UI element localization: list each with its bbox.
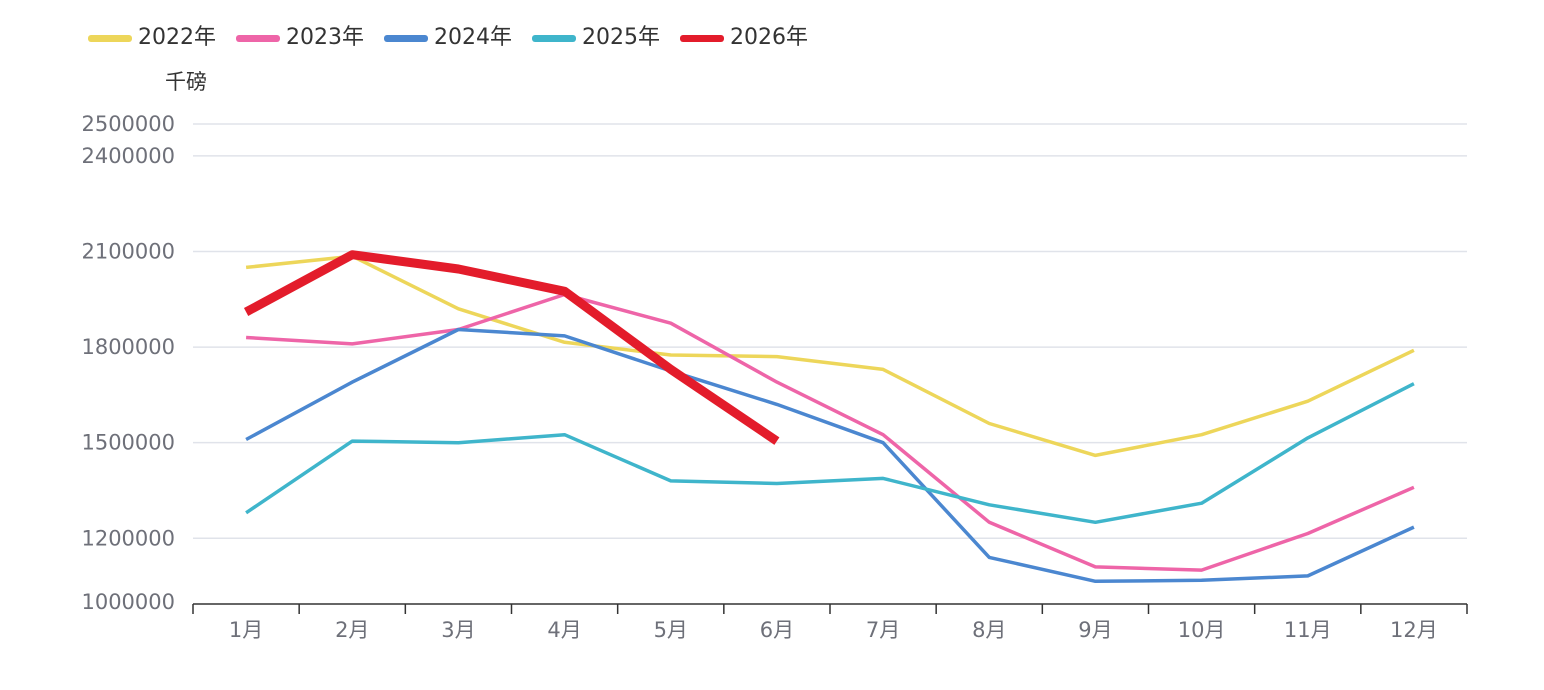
legend-item-1[interactable]: 2023年 (236, 22, 364, 54)
y-tick-label: 2100000 (81, 239, 175, 263)
series-line-2022年 (245, 254, 1415, 458)
x-tick-label: 2月 (335, 618, 369, 642)
legend-item-0[interactable]: 2022年 (88, 22, 216, 54)
legend-item-4[interactable]: 2026年 (680, 22, 808, 54)
legend-swatch (236, 34, 280, 42)
x-tick-label: 11月 (1284, 618, 1332, 642)
y-tick-label: 1000000 (81, 590, 175, 614)
x-tick-label: 10月 (1178, 618, 1226, 642)
y-tick-label: 1500000 (81, 431, 175, 455)
chart-legend: 2022年 2023年 2024年 2025年 2026年 (88, 22, 828, 54)
x-tick-label: 12月 (1390, 618, 1438, 642)
legend-label: 2022年 (138, 25, 216, 50)
legend-label: 2025年 (582, 25, 660, 50)
x-tick-label: 4月 (547, 618, 581, 642)
y-tick-label: 2500000 (81, 112, 175, 136)
series-line-2026年 (243, 250, 780, 445)
x-tick-label: 8月 (972, 618, 1006, 642)
x-tick-label: 5月 (654, 618, 688, 642)
legend-label: 2024年 (434, 25, 512, 50)
y-tick-label: 1800000 (81, 335, 175, 359)
series-line-2023年 (245, 292, 1415, 572)
x-tick-label: 3月 (441, 618, 475, 642)
y-axis-unit-label: 千磅 (165, 70, 207, 94)
series-line-2025年 (245, 382, 1415, 525)
legend-swatch (532, 34, 576, 42)
legend-swatch (680, 34, 724, 42)
legend-label: 2023年 (286, 25, 364, 50)
legend-item-3[interactable]: 2025年 (532, 22, 660, 54)
legend-swatch (88, 34, 132, 42)
legend-swatch (384, 34, 428, 42)
legend-label: 2026年 (730, 25, 808, 50)
y-tick-label: 2400000 (81, 144, 175, 168)
x-tick-label: 1月 (229, 618, 263, 642)
y-tick-label: 1200000 (81, 526, 175, 550)
x-tick-label: 7月 (866, 618, 900, 642)
x-tick-label: 6月 (760, 618, 794, 642)
legend-item-2[interactable]: 2024年 (384, 22, 512, 54)
x-tick-label: 9月 (1078, 618, 1112, 642)
series-line-2024年 (245, 327, 1415, 584)
